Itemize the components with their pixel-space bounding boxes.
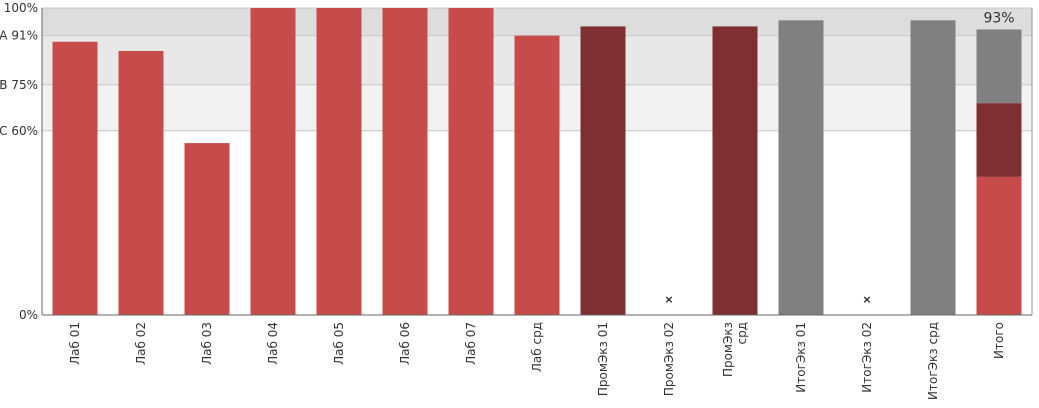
x-tick-label-0: Лаб 01 <box>68 322 82 365</box>
axes <box>41 8 1033 316</box>
x-tick-label-1: Лаб 02 <box>134 322 148 365</box>
x-tick-label-9: ПромЭкз 02 <box>662 322 676 396</box>
bar-3 <box>250 8 296 315</box>
x-tick-label-5: Лаб 06 <box>398 322 412 365</box>
missing-marker-12: × <box>862 293 871 306</box>
x-tick-label-12: ИтогЭкз 02 <box>860 322 874 393</box>
y-tick-label-3: A 91% <box>0 29 38 43</box>
bars <box>52 8 1022 316</box>
data-labels: 93% <box>983 10 1014 26</box>
x-tick-label-13: ИтогЭкз срд <box>926 322 940 400</box>
x-tick-label-8: ПромЭкз 01 <box>596 322 610 396</box>
bar-0 <box>52 41 98 316</box>
bar-4 <box>316 8 362 315</box>
y-tick-label-1: C 60% <box>0 124 38 138</box>
x-tick-label-2: Лаб 03 <box>200 322 214 365</box>
y-tick-label-4: 100% <box>4 1 38 15</box>
bar-5 <box>382 8 428 315</box>
bar-11 <box>778 20 824 316</box>
bar-6 <box>448 8 494 315</box>
y-tick-label-0: 0% <box>19 308 38 322</box>
grade-band-2 <box>42 8 1032 36</box>
x-tick-labels: Лаб 01 Лаб 02 Лаб 03 Лаб 04 Лаб 05 Лаб 06 Лаб … <box>68 322 1006 400</box>
bar-7 <box>514 35 560 315</box>
bar-1 <box>118 50 164 315</box>
bar-14-segment-0 <box>976 176 1022 315</box>
missing-marker-9: × <box>664 293 673 306</box>
missing-markers: × × <box>664 293 871 306</box>
x-tick-label-6: Лаб 07 <box>464 322 478 365</box>
x-tick-label-3: Лаб 04 <box>266 322 280 365</box>
y-tick-label-2: B 75% <box>0 78 38 92</box>
bar-8 <box>580 26 626 315</box>
bar-13 <box>910 20 956 316</box>
bar-10 <box>712 26 758 315</box>
x-tick-label-4: Лаб 05 <box>332 322 346 365</box>
bar-14-segment-1 <box>976 103 1022 177</box>
x-tick-label-14: Итого <box>992 322 1006 359</box>
y-tick-labels: 0% C 60% B 75% A 91% 100% <box>0 1 38 322</box>
x-tick-label-10: ПромЭкзсрд <box>721 322 749 377</box>
data-label-14: 93% <box>983 10 1014 26</box>
x-tick-label-11: ИтогЭкз 01 <box>794 322 808 393</box>
bar-2 <box>184 143 230 315</box>
bar-14-segment-2 <box>976 29 1022 104</box>
x-tick-label-7: Лаб срд <box>530 322 544 372</box>
